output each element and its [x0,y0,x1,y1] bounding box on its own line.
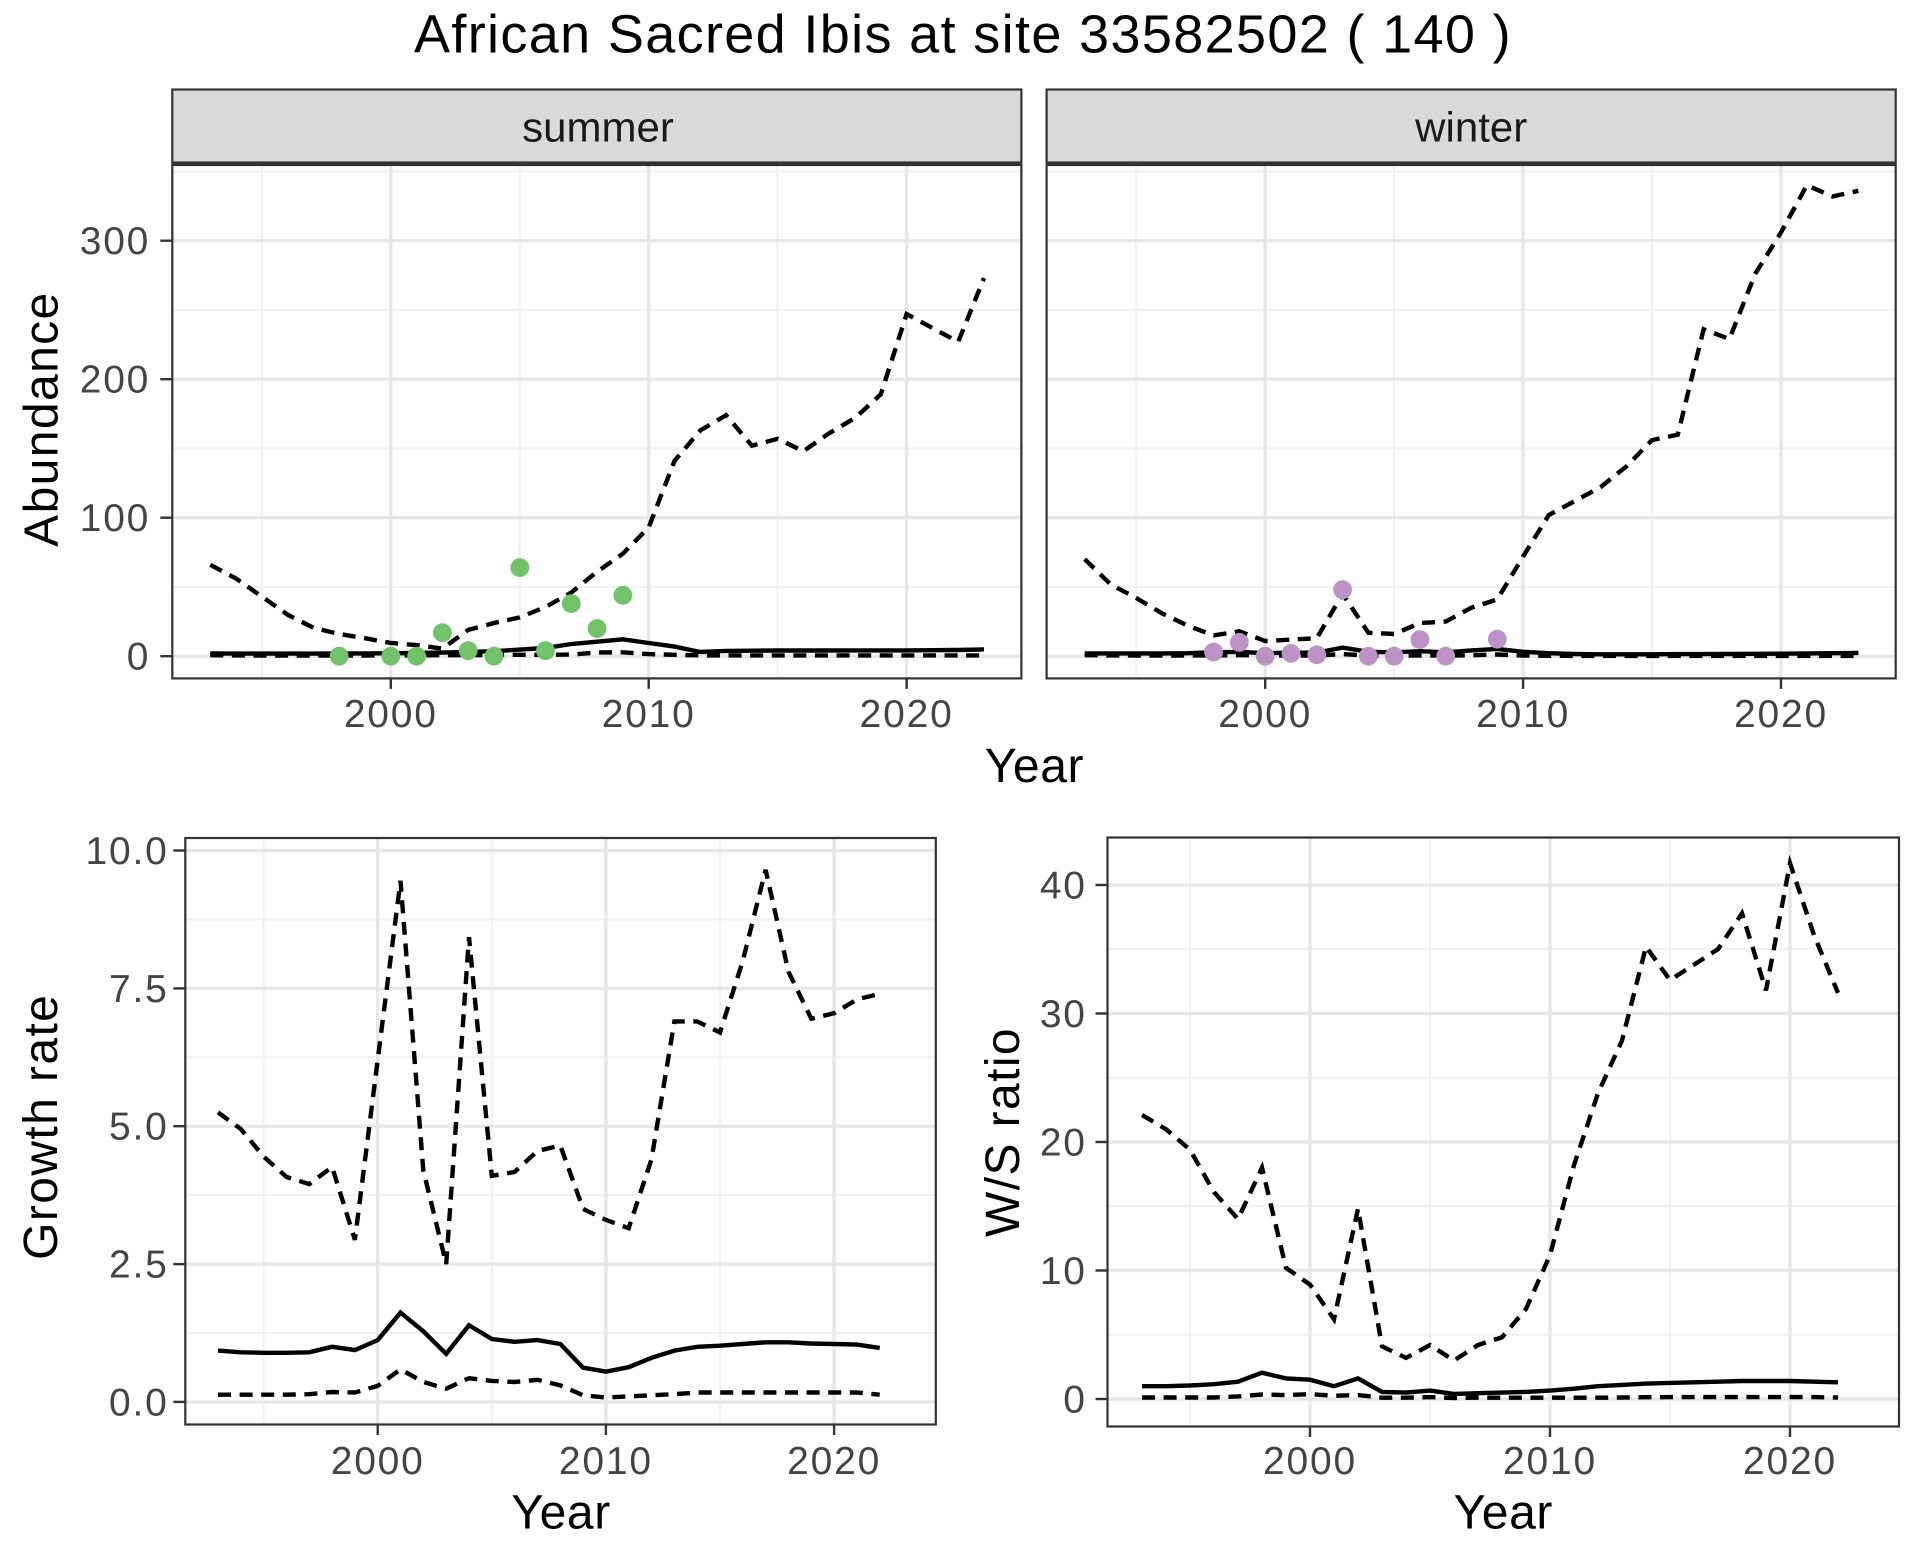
svg-text:winter: winter [1414,104,1527,151]
svg-text:5.0: 5.0 [109,1106,169,1149]
svg-text:W/S ratio: W/S ratio [977,1027,1030,1237]
svg-text:2020: 2020 [1734,693,1828,736]
svg-text:7.5: 7.5 [109,968,169,1011]
svg-text:10: 10 [1040,1250,1087,1293]
svg-text:2000: 2000 [1263,1440,1357,1483]
svg-text:2000: 2000 [331,1440,425,1483]
svg-text:2010: 2010 [1503,1440,1597,1483]
svg-text:2020: 2020 [860,693,954,736]
svg-text:2000: 2000 [1218,693,1312,736]
svg-text:10.0: 10.0 [85,830,168,873]
svg-text:2010: 2010 [559,1440,653,1483]
svg-text:African Sacred Ibis at site 33: African Sacred Ibis at site 33582502 ( 1… [414,5,1512,65]
svg-text:Year: Year [1454,1487,1553,1540]
svg-text:summer: summer [522,104,674,151]
svg-text:2010: 2010 [1476,693,1570,736]
svg-text:2020: 2020 [787,1440,881,1483]
svg-text:0: 0 [1063,1379,1087,1422]
svg-text:20: 20 [1040,1122,1087,1165]
svg-text:Year: Year [985,740,1084,793]
svg-text:2020: 2020 [1743,1440,1837,1483]
svg-text:2000: 2000 [344,693,438,736]
svg-text:Abundance: Abundance [15,291,68,546]
svg-text:40: 40 [1040,865,1087,908]
svg-text:0: 0 [127,636,151,679]
svg-text:Growth rate: Growth rate [15,994,68,1260]
svg-text:100: 100 [80,497,150,540]
svg-text:Year: Year [511,1487,610,1540]
svg-text:30: 30 [1040,993,1087,1036]
svg-text:2010: 2010 [602,693,696,736]
svg-text:0.0: 0.0 [109,1381,169,1424]
svg-text:200: 200 [80,359,150,402]
svg-text:300: 300 [80,220,150,263]
svg-text:2.5: 2.5 [109,1244,169,1287]
